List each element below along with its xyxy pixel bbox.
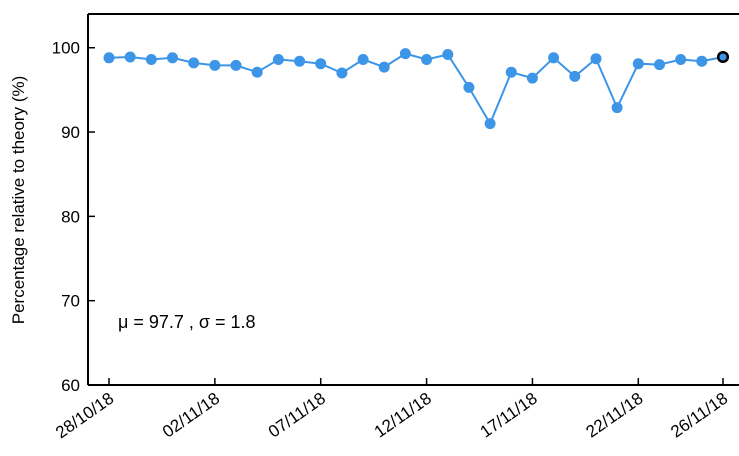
data-point (505, 66, 517, 78)
data-point (611, 102, 623, 114)
y-tick-label: 60 (61, 376, 80, 395)
data-point (251, 66, 263, 78)
data-point-latest (716, 50, 730, 64)
data-point (526, 72, 538, 84)
data-point (399, 48, 411, 60)
data-point (548, 52, 560, 64)
data-point (442, 49, 454, 60)
y-tick-label: 70 (61, 292, 80, 311)
data-point (654, 59, 665, 71)
data-point (590, 53, 602, 65)
x-tick-label: 28/10/18 (52, 389, 117, 443)
data-point (378, 61, 390, 73)
data-point (632, 58, 644, 70)
y-ticks: 60 70 80 90 100 (52, 39, 95, 395)
x-tick-label: 12/11/18 (371, 389, 435, 442)
data-point (315, 58, 327, 70)
data-point (124, 51, 136, 63)
x-tick-label: 02/11/18 (159, 389, 223, 442)
axes (87, 13, 739, 386)
x-tick-label: 26/11/18 (667, 389, 731, 442)
data-point (696, 55, 708, 67)
data-point (357, 54, 369, 65)
stats-annotation: μ = 97.7 , σ = 1.8 (118, 312, 256, 332)
data-point (209, 59, 221, 71)
data-point (675, 54, 687, 65)
y-tick-label: 80 (61, 207, 80, 226)
x-tick-label: 22/11/18 (583, 389, 647, 442)
series (108, 52, 724, 126)
data-point (463, 81, 475, 93)
x-ticks: 28/10/18 02/11/18 07/11/18 12/11/18 17/11/18… (52, 378, 731, 442)
data-point (103, 52, 115, 64)
data-points (103, 48, 730, 130)
data-point (145, 54, 157, 65)
data-point (336, 67, 348, 79)
data-point (294, 55, 306, 67)
data-point (230, 59, 242, 71)
x-tick-label: 17/11/18 (477, 389, 541, 442)
y-axis-title: Percentage relative to theory (%) (9, 76, 28, 325)
data-point (569, 70, 581, 82)
data-point (188, 57, 200, 69)
y-tick-label: 100 (52, 39, 80, 58)
series-line (108, 52, 724, 126)
data-point (484, 118, 496, 130)
data-point (421, 54, 433, 65)
x-tick-label: 07/11/18 (265, 389, 329, 442)
data-point (272, 54, 284, 65)
data-point (167, 52, 178, 64)
y-tick-label: 90 (61, 123, 80, 142)
